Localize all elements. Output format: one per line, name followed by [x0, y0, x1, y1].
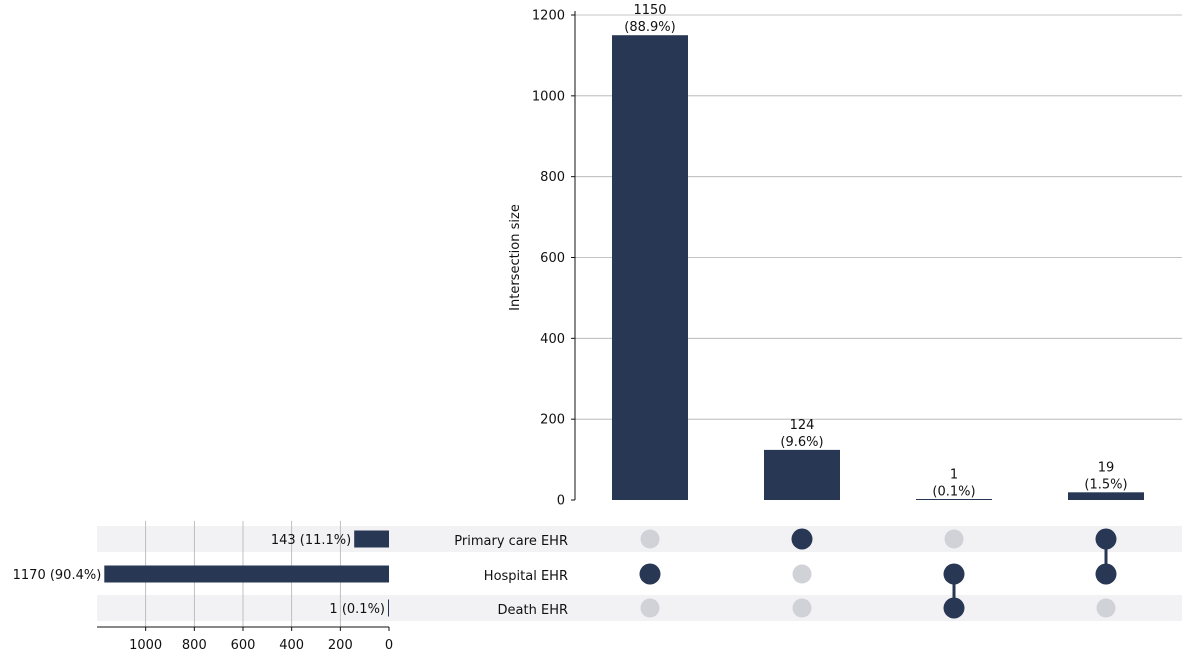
y-tick-label: 800 [540, 170, 565, 185]
set-size-label: 1170 (90.4%) [13, 568, 102, 583]
set-size-tick-label: 400 [279, 638, 304, 651]
intersection-percent-label: (88.9%) [624, 20, 675, 35]
row-stripe [97, 526, 1182, 552]
y-tick-label: 1200 [532, 9, 565, 24]
intersection-percent-label: (1.5%) [1084, 477, 1127, 492]
set-size-tick-label: 600 [231, 638, 256, 651]
matrix-dot-inactive [1096, 598, 1116, 618]
matrix-dot-active [639, 563, 661, 585]
set-name-label: Death EHR [498, 603, 568, 618]
set-size-tick-label: 0 [385, 638, 393, 651]
y-axis-label: Intersection size [508, 204, 523, 311]
y-tick-label: 200 [540, 413, 565, 428]
intersection-count-label: 124 [790, 418, 815, 433]
intersection-bar [916, 499, 992, 500]
matrix-dot-inactive [792, 598, 812, 618]
matrix-dot-inactive [640, 598, 660, 618]
intersection-bar [1068, 492, 1144, 500]
intersection-bar [612, 35, 688, 500]
intersection-count-label: 1150 [633, 3, 666, 18]
y-tick-label: 600 [540, 251, 565, 266]
set-size-tick-label: 800 [182, 638, 207, 651]
set-size-tick-label: 200 [328, 638, 353, 651]
matrix-dot-inactive [640, 529, 660, 549]
intersection-count-label: 1 [950, 468, 958, 483]
y-tick-label: 400 [540, 332, 565, 347]
matrix-dot-active [943, 563, 965, 585]
matrix-dot-active [943, 597, 965, 619]
set-size-bar [388, 599, 389, 617]
set-size-label: 143 (11.1%) [271, 533, 351, 548]
intersection-count-label: 19 [1098, 460, 1115, 475]
set-size-bar [104, 565, 390, 583]
y-tick-label: 1000 [532, 89, 565, 104]
matrix-dot-inactive [944, 529, 964, 549]
intersection-bar [764, 449, 840, 500]
matrix-dot-active [1095, 528, 1117, 550]
matrix-dot-active [791, 528, 813, 550]
intersection-percent-label: (9.6%) [780, 435, 823, 450]
set-name-label: Hospital EHR [484, 569, 568, 584]
intersection-percent-label: (0.1%) [932, 485, 975, 500]
y-tick-label: 0 [557, 494, 565, 509]
set-name-label: Primary care EHR [454, 534, 568, 549]
set-size-bar [354, 530, 389, 548]
matrix-dot-inactive [792, 564, 812, 584]
row-stripe [97, 595, 1182, 621]
set-size-label: 1 (0.1%) [329, 602, 385, 617]
matrix-dot-active [1095, 563, 1117, 585]
set-size-tick-label: 1000 [129, 638, 162, 651]
